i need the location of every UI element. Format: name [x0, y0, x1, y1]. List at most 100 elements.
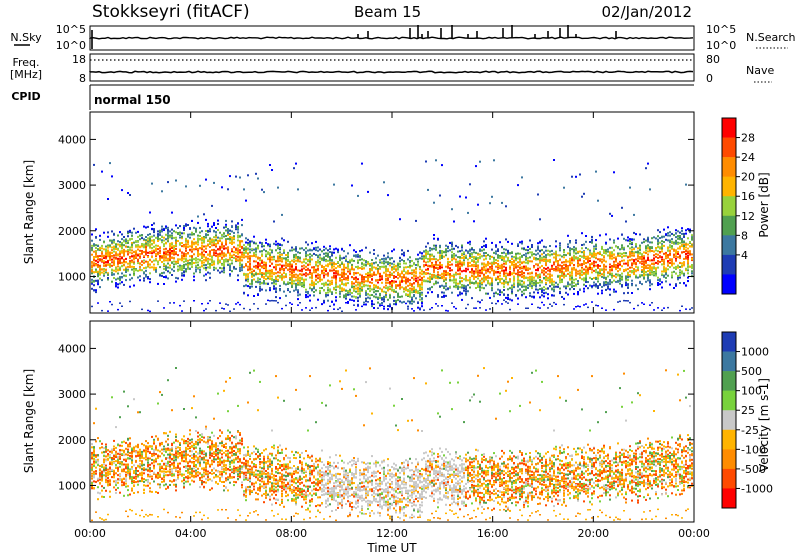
heatmap-cell: [195, 241, 197, 244]
heatmap-cell: [297, 294, 299, 297]
heatmap-cell: [359, 267, 361, 269]
heatmap-cell: [513, 277, 515, 279]
heatmap-cell: [451, 274, 453, 277]
heatmap-cell: [283, 251, 285, 254]
heatmap-cell: [353, 304, 355, 306]
heatmap-cell: [97, 258, 99, 261]
heatmap-cell: [451, 241, 453, 244]
heatmap-cell: [389, 303, 391, 306]
heatmap-cell: [495, 302, 497, 305]
heatmap-cell: [205, 247, 207, 250]
heatmap-cell: [149, 266, 151, 269]
heatmap-cell: [171, 242, 173, 245]
heatmap-cell: [553, 269, 555, 272]
heatmap-cell: [517, 265, 519, 268]
heatmap-cell: [327, 289, 329, 292]
heatmap-cell: [453, 281, 455, 284]
heatmap-cell: [425, 160, 427, 163]
heatmap-cell: [511, 255, 513, 258]
heatmap-cell: [227, 304, 229, 306]
heatmap-cell: [211, 204, 213, 207]
heatmap-cell: [273, 255, 275, 258]
heatmap-cell: [369, 281, 371, 284]
heatmap-cell: [441, 257, 443, 259]
heatmap-cell: [169, 253, 171, 256]
heatmap-cell: [193, 279, 195, 282]
heatmap-cell: [141, 269, 143, 272]
heatmap-cell: [275, 283, 277, 286]
heatmap-cell: [545, 267, 547, 270]
heatmap-cell: [223, 255, 225, 258]
heatmap-cell: [209, 250, 211, 253]
heatmap-cell: [225, 223, 227, 226]
heatmap-cell: [413, 291, 415, 293]
heatmap-cell: [369, 290, 371, 293]
heatmap-cell: [443, 295, 445, 298]
heatmap-cell: [245, 251, 247, 254]
heatmap-cell: [167, 253, 169, 256]
heatmap-cell: [463, 287, 465, 290]
heatmap-cell: [351, 266, 353, 269]
heatmap-cell: [571, 268, 573, 271]
heatmap-cell: [595, 252, 597, 255]
heatmap-cell: [245, 237, 247, 240]
heatmap-cell: [501, 277, 503, 280]
heatmap-cell: [147, 233, 149, 236]
heatmap-cell: [343, 265, 345, 268]
heatmap-cell: [505, 269, 507, 271]
heatmap-cell: [529, 272, 531, 275]
heatmap-cell: [309, 249, 311, 252]
nsky-tick-bottom: 10^0: [56, 39, 86, 52]
heatmap-cell: [95, 289, 97, 292]
heatmap-cell: [475, 276, 477, 278]
heatmap-cell: [419, 288, 421, 291]
heatmap-cell: [539, 261, 541, 264]
heatmap-cell: [467, 261, 469, 264]
heatmap-cell: [117, 248, 119, 251]
heatmap-cell: [285, 294, 287, 297]
heatmap-cell: [423, 309, 425, 311]
heatmap-cell: [233, 231, 235, 234]
heatmap-cell: [243, 273, 245, 276]
heatmap-cell: [521, 247, 523, 250]
heatmap-cell: [515, 255, 517, 258]
heatmap-cell: [217, 262, 219, 265]
heatmap-cell: [331, 279, 333, 282]
heatmap-cell: [537, 288, 539, 291]
heatmap-cell: [269, 248, 271, 251]
heatmap-cell: [305, 247, 307, 250]
heatmap-cell: [231, 262, 233, 265]
heatmap-cell: [525, 267, 527, 270]
heatmap-cell: [221, 267, 223, 270]
heatmap-cell: [461, 249, 463, 252]
heatmap-cell: [295, 273, 297, 276]
heatmap-cell: [231, 230, 233, 233]
heatmap-cell: [149, 272, 151, 275]
heatmap-cell: [193, 243, 195, 246]
heatmap-cell: [553, 261, 555, 264]
heatmap-cell: [483, 266, 485, 269]
heatmap-cell: [237, 255, 239, 258]
heatmap-cell: [365, 273, 367, 276]
heatmap-cell: [431, 253, 433, 256]
heatmap-cell: [383, 298, 385, 301]
heatmap-cell: [117, 268, 119, 271]
heatmap-cell: [383, 265, 385, 268]
heatmap-cell: [353, 285, 355, 288]
heatmap-cell: [417, 276, 419, 279]
heatmap-cell: [503, 286, 505, 288]
heatmap-cell: [119, 266, 121, 269]
heatmap-cell: [369, 297, 371, 300]
heatmap-cell: [305, 274, 307, 277]
heatmap-cell: [435, 244, 437, 247]
heatmap-cell: [571, 248, 573, 251]
heatmap-cell: [313, 282, 315, 285]
heatmap-cell: [515, 257, 517, 260]
heatmap-cell: [181, 310, 183, 312]
heatmap-cell: [537, 258, 539, 260]
heatmap-cell: [305, 307, 307, 309]
heatmap-cell: [579, 269, 581, 272]
heatmap-cell: [147, 277, 149, 280]
heatmap-cell: [589, 241, 591, 243]
